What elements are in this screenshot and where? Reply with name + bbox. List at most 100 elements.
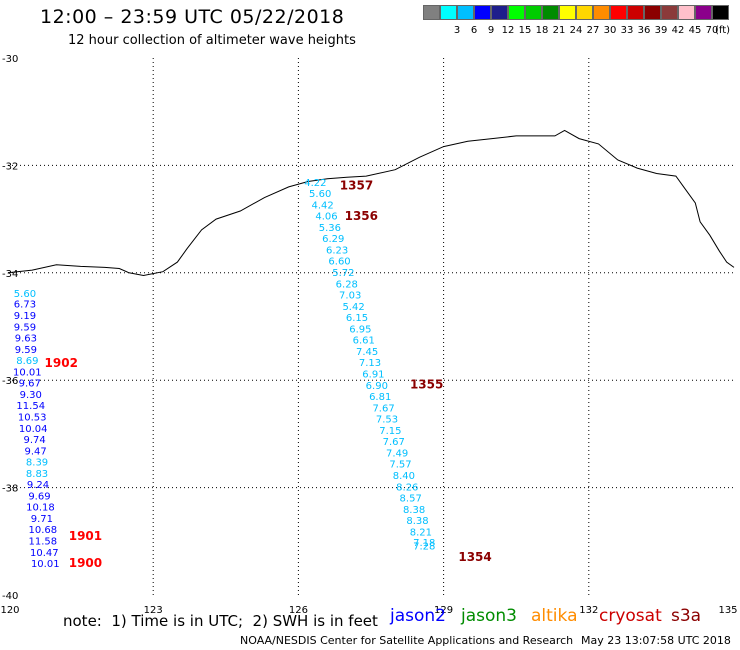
altimeter-tracks: 5.606.739.199.599.639.598.6910.019.679.3… — [13, 178, 492, 570]
swh-value: 6.73 — [14, 300, 36, 311]
swh-value: 10.53 — [18, 412, 47, 423]
scale-label: 42 — [671, 25, 685, 36]
track-jason2: 5.606.739.199.599.639.598.6910.019.679.3… — [13, 289, 102, 570]
swh-value: 8.26 — [396, 482, 418, 493]
scale-label: 33 — [620, 25, 634, 36]
swh-value: 9.24 — [27, 480, 49, 491]
scale-swatch — [525, 5, 542, 20]
swh-value: 5.72 — [332, 268, 354, 279]
swh-value: 9.47 — [24, 446, 46, 457]
swh-value: 8.40 — [393, 471, 415, 482]
swh-value: 8.38 — [406, 516, 428, 527]
lon-tick-label: 129 — [434, 605, 453, 616]
swh-value: 5.36 — [319, 223, 341, 234]
coastline — [7, 129, 735, 277]
swh-value: 7.45 — [356, 347, 378, 358]
swh-value: 7.57 — [389, 460, 411, 471]
scale-label: 30 — [603, 25, 617, 36]
lat-tick-label: -36 — [2, 376, 18, 387]
swh-value: 7.18 — [413, 538, 435, 549]
track-time-label: 1902 — [45, 356, 78, 370]
map-subtitle: 12 hour collection of altimeter wave hei… — [68, 33, 356, 48]
swh-value: 6.91 — [362, 370, 384, 381]
scale-swatch — [661, 5, 678, 20]
swh-value: 6.29 — [322, 234, 344, 245]
lon-tick-label: 123 — [144, 605, 163, 616]
scale-label: 6 — [470, 25, 478, 36]
swh-value: 5.60 — [14, 289, 36, 300]
swh-value: 10.47 — [30, 548, 59, 559]
swh-value: 7.53 — [376, 415, 398, 426]
swh-value: 8.39 — [26, 458, 48, 469]
lat-tick-label: -30 — [2, 54, 18, 65]
swh-value: 7.03 — [339, 291, 361, 302]
swh-value: 8.83 — [26, 469, 48, 480]
swh-value: 6.23 — [326, 245, 348, 256]
mission-label-s3a: s3a — [671, 606, 702, 626]
swh-value: 4.22 — [304, 178, 326, 189]
swh-value: 8.69 — [16, 356, 38, 367]
scale-swatch — [457, 5, 474, 20]
scale-label: 70 — [705, 25, 719, 36]
swh-value: 9.30 — [20, 390, 42, 401]
map-graticule — [8, 58, 734, 595]
generation-timestamp: May 23 13:07:58 UTC 2018 — [581, 634, 731, 647]
lon-tick-label: 135 — [718, 605, 737, 616]
scale-swatch — [695, 5, 712, 20]
swh-value: 5.42 — [342, 302, 364, 313]
swh-value: 10.01 — [13, 367, 42, 378]
scale-swatch — [508, 5, 525, 20]
swh-value: 5.60 — [309, 189, 331, 200]
swh-value: 10.01 — [31, 559, 60, 570]
scale-label: 12 — [501, 25, 515, 36]
scale-label: 15 — [518, 25, 532, 36]
mission-label-altika: altika — [531, 606, 578, 626]
scale-unit: (ft) — [715, 25, 731, 36]
swh-value: 7.67 — [372, 403, 394, 414]
mission-label-jason3: jason3 — [461, 606, 517, 626]
lon-tick-label: 120 — [0, 605, 19, 616]
swh-value: 6.60 — [328, 257, 350, 268]
scale-swatch — [678, 5, 695, 20]
scale-label: 3 — [453, 25, 461, 36]
lon-tick-label: 132 — [579, 605, 598, 616]
track-time-label: 1355 — [410, 377, 443, 391]
scale-swatch — [542, 5, 559, 20]
scale-label: 36 — [637, 25, 651, 36]
swh-value: 11.58 — [29, 537, 58, 548]
swh-value: 4.06 — [315, 212, 337, 223]
map-title: 12:00 – 23:59 UTC 05/22/2018 — [40, 6, 345, 28]
lat-tick-label: -32 — [2, 161, 18, 172]
swh-value: 7.13 — [359, 358, 381, 369]
lon-tick-label: 126 — [289, 605, 308, 616]
swh-value: 10.68 — [29, 525, 58, 536]
scale-swatch — [440, 5, 457, 20]
swh-value: 10.18 — [26, 503, 55, 514]
track-time-label: 1356 — [345, 209, 378, 223]
swh-value: 10.04 — [19, 424, 48, 435]
scale-label: 27 — [586, 25, 600, 36]
swh-value: 7.28 — [413, 541, 435, 552]
swh-value: 9.59 — [14, 322, 36, 333]
scale-swatch — [593, 5, 610, 20]
scale-label: 39 — [654, 25, 668, 36]
swh-value: 11.54 — [16, 401, 45, 412]
scale-label: 24 — [569, 25, 583, 36]
scale-label: 21 — [552, 25, 566, 36]
scale-swatch — [712, 5, 729, 20]
swh-value: 9.63 — [15, 334, 37, 345]
swh-value: 9.69 — [28, 491, 50, 502]
swh-value: 6.28 — [336, 279, 358, 290]
lat-tick-label: -34 — [2, 269, 18, 280]
axis-tick-labels: 120 123 126 129 132 135 -30 -32 -34 -36 -38 -40 — [0, 54, 737, 616]
swh-value: 9.74 — [23, 435, 45, 446]
lat-tick-label: -38 — [2, 484, 18, 495]
swh-value: 7.67 — [383, 437, 405, 448]
swh-value: 8.57 — [400, 494, 422, 505]
swh-value: 7.49 — [386, 448, 408, 459]
track-cryosat: 4.225.604.424.065.366.296.236.605.726.28… — [304, 178, 492, 564]
swh-value: 6.90 — [366, 381, 388, 392]
scale-swatch — [644, 5, 661, 20]
swh-value: 6.95 — [349, 324, 371, 335]
